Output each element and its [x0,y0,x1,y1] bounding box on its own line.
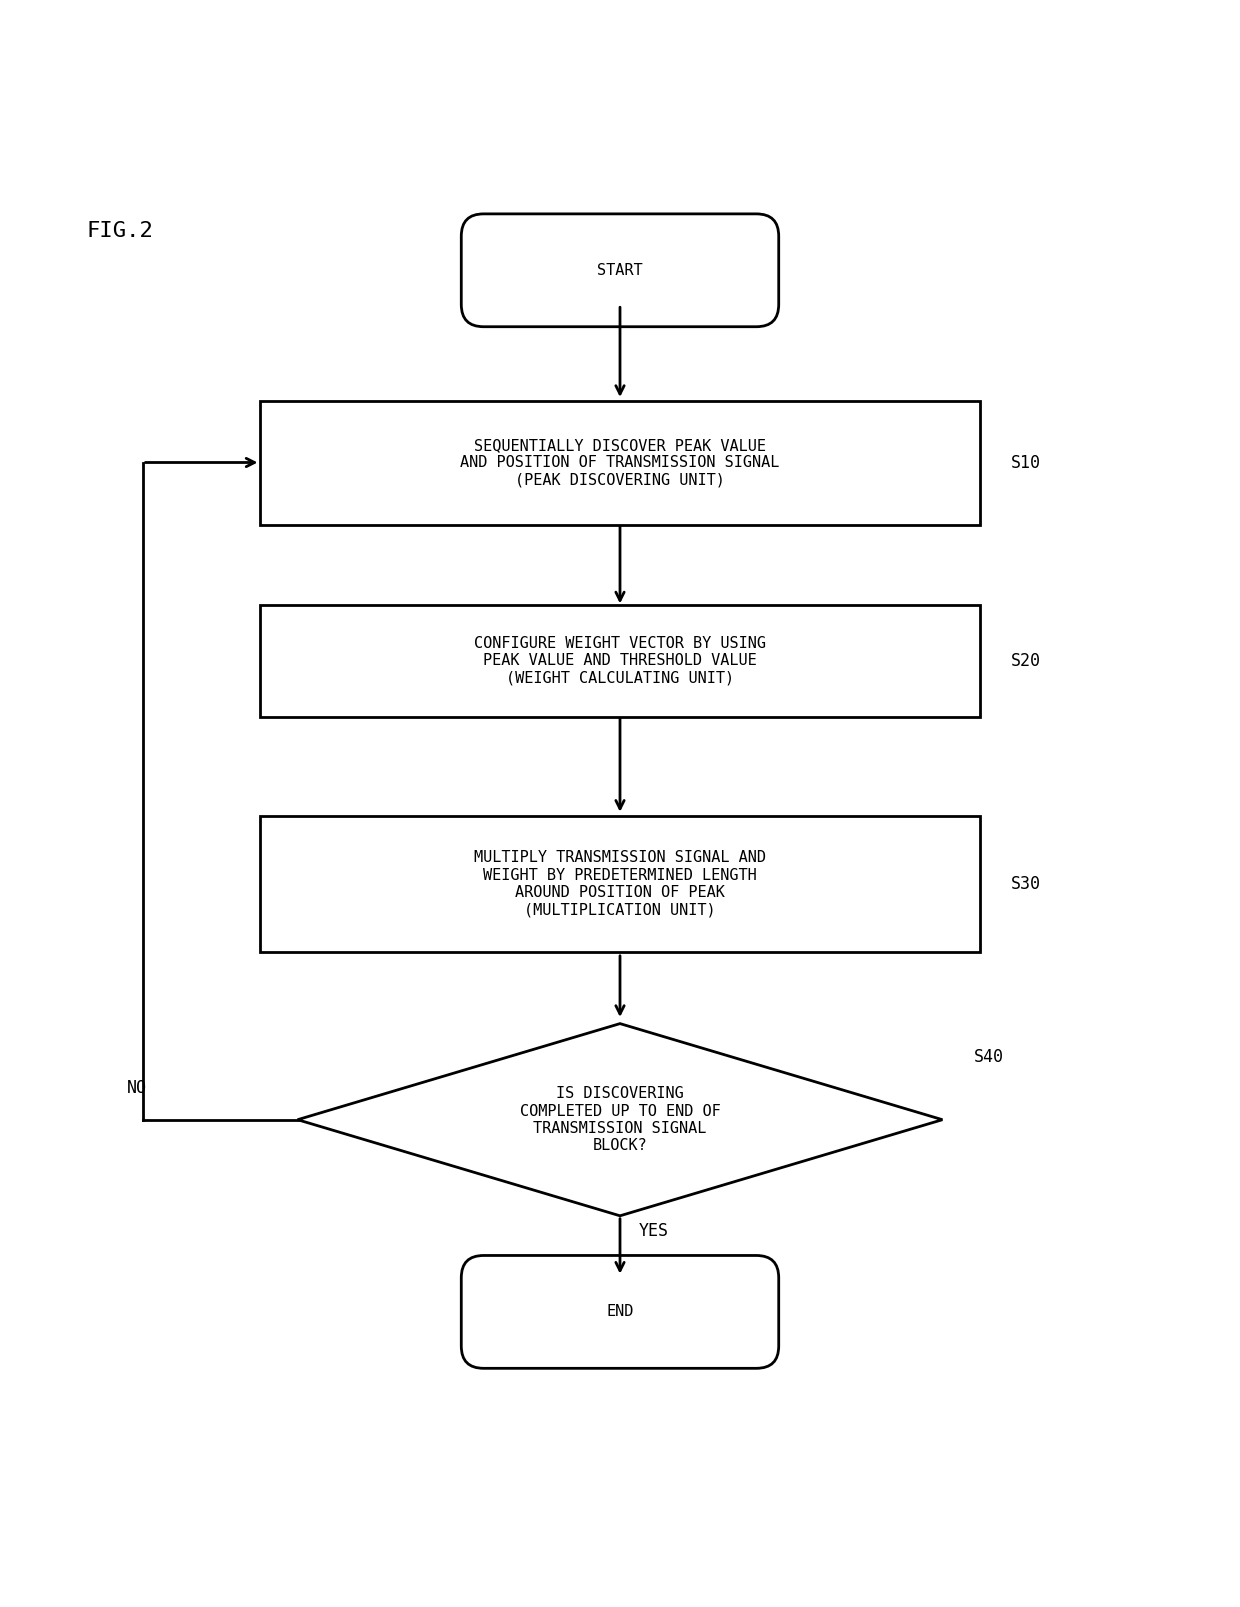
Bar [260,606,980,717]
Text: MULTIPLY TRANSMISSION SIGNAL AND
WEIGHT BY PREDETERMINED LENGTH
AROUND POSITION : MULTIPLY TRANSMISSION SIGNAL AND WEIGHT … [474,850,766,918]
Text: S30: S30 [1011,876,1040,893]
Text: CONFIGURE WEIGHT VECTOR BY USING
PEAK VALUE AND THRESHOLD VALUE
(WEIGHT CALCULAT: CONFIGURE WEIGHT VECTOR BY USING PEAK VA… [474,636,766,686]
Text: FIG.2: FIG.2 [87,220,154,241]
Bar [260,400,980,524]
Text: S20: S20 [1011,652,1040,670]
Text: END: END [606,1305,634,1319]
FancyBboxPatch shape [461,1255,779,1368]
Text: S40: S40 [973,1048,1003,1067]
Text: YES: YES [639,1223,668,1241]
Text: NO: NO [126,1080,146,1098]
Text: S10: S10 [1011,453,1040,471]
Text: START: START [598,264,642,278]
Text: SEQUENTIALLY DISCOVER PEAK VALUE
AND POSITION OF TRANSMISSION SIGNAL
(PEAK DISCO: SEQUENTIALLY DISCOVER PEAK VALUE AND POS… [460,437,780,487]
Polygon shape [298,1024,942,1216]
FancyBboxPatch shape [461,214,779,326]
Bar [260,816,980,953]
Text: IS DISCOVERING
COMPLETED UP TO END OF
TRANSMISSION SIGNAL
BLOCK?: IS DISCOVERING COMPLETED UP TO END OF TR… [520,1086,720,1154]
